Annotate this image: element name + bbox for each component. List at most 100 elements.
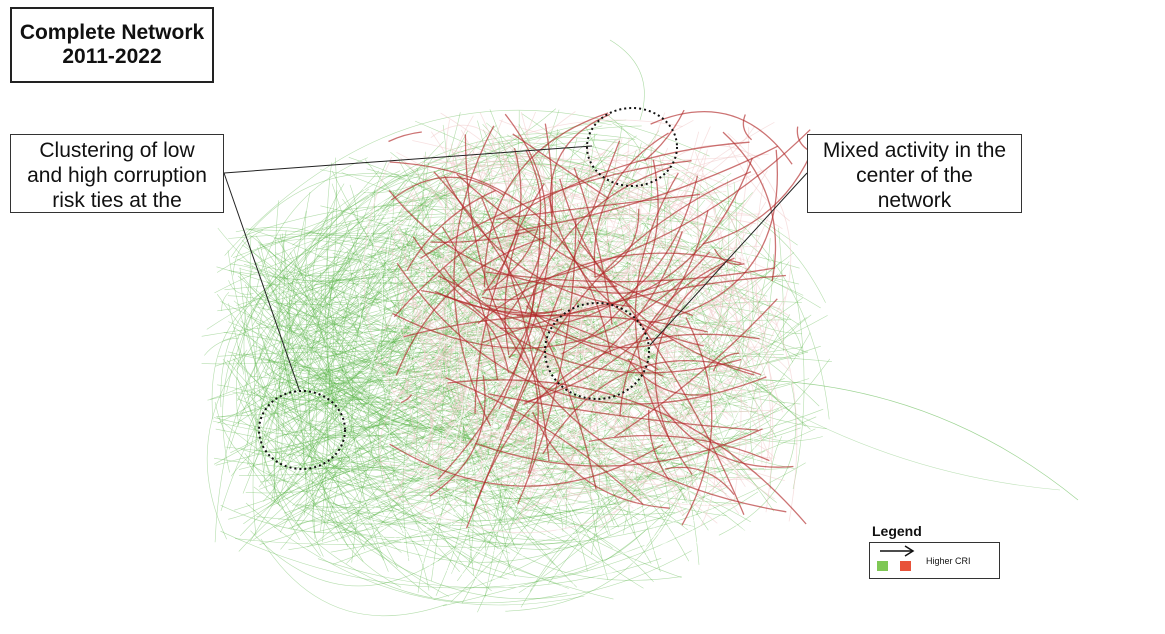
network-edge [235,226,397,310]
network-edge [239,267,449,597]
network-edge [236,224,352,426]
network-edge [217,384,361,502]
network-edge [280,203,420,550]
network-edge [503,377,634,454]
network-edge [237,275,307,420]
network-edge [481,284,552,301]
network-edge [236,190,394,417]
network-edge [529,458,724,592]
network-edge [247,176,498,465]
network-edge [538,225,689,442]
network-edge [648,409,670,481]
network-edge [433,171,597,490]
network-edge [697,149,716,325]
network-edge [228,463,314,520]
network-edge [320,224,488,272]
network-edge [273,445,280,507]
annotation-left-line-2: and high corruption [27,164,207,187]
network-edge [280,456,408,471]
network-edge [423,155,790,317]
network-edge [481,197,550,462]
network-edge [343,382,421,411]
network-edge [307,216,465,329]
network-edge [278,230,402,553]
network-edge [454,269,504,445]
network-edge [286,210,333,411]
network-edge [663,296,786,459]
network-edge [260,538,447,616]
network-edge [295,485,465,514]
network-edge [339,494,508,525]
network-edge [734,422,747,464]
network-edge [390,497,622,536]
connector-left-bottom [223,172,301,393]
network-edge [648,321,769,496]
network-edge [505,467,555,516]
title-line-2: 2011-2022 [62,45,162,68]
network-edge [243,266,321,557]
network-edge [642,125,756,201]
network-edge [447,379,807,525]
network-edge [364,357,546,526]
network-edge [226,170,401,393]
network-edge [315,354,382,372]
network-edge [417,406,551,593]
network-edge [388,131,422,143]
network-edge [248,233,330,399]
network-edge [542,359,762,455]
network-edge [501,121,775,440]
network-edge [342,275,469,596]
network-edge [294,275,327,348]
highlight-circle-left [258,390,346,470]
network-edge [397,397,476,492]
network-edge [312,399,352,487]
network-edge [204,337,240,356]
network-edge [317,558,662,589]
network-edge [216,416,578,522]
network-edge [314,184,359,303]
network-edge [303,341,350,516]
network-edge [498,222,541,410]
network-edge [749,272,774,513]
network-edge [260,404,384,561]
network-edge [361,269,572,510]
network-edge [354,229,475,327]
network-edge [258,286,342,362]
network-edge [437,417,511,554]
network-edge [495,193,700,221]
network-edge [689,219,745,432]
network-edge [341,141,444,515]
network-edge [259,479,288,483]
network-edge [233,300,298,414]
network-edge [324,368,817,465]
network-edge [457,439,717,582]
network-edge [216,294,580,470]
network-edge [644,109,685,162]
network-edge [305,468,697,563]
network-edge [304,192,323,316]
network-edge [727,133,792,346]
network-edge [472,435,576,525]
network-edge [407,359,484,374]
network-edge [518,384,574,507]
network-edge [517,219,577,505]
network-edge [420,289,510,374]
network-edge [316,157,337,375]
network-edge [278,297,317,465]
network-edge [520,474,691,510]
network-edge [282,251,435,401]
network-edge [603,343,671,511]
network-edge [298,135,637,436]
network-edge [354,229,598,289]
network-edge [289,231,415,333]
network-edge [216,266,397,333]
network-edge [280,271,322,403]
network-edge [249,229,775,512]
network-edge [512,133,609,200]
network-edge [288,457,472,550]
network-edge [242,313,295,494]
network-edge [232,358,779,499]
network-edge [559,178,755,376]
annotation-right: Mixed activity in the center of the netw… [807,134,1022,213]
network-edge [224,109,710,256]
